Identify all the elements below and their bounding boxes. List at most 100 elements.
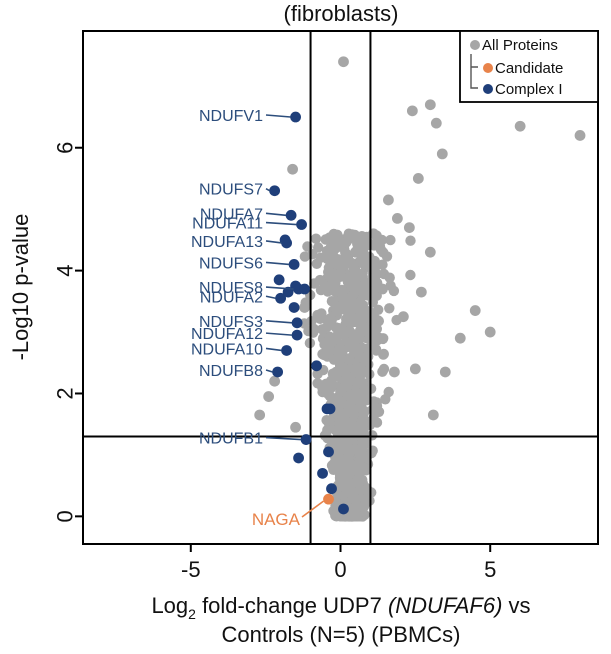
chart-title: (fibroblasts) <box>284 1 399 26</box>
complex-i-point <box>291 317 303 329</box>
complex-i-point <box>293 452 304 464</box>
legend-label-candidate: Candidate <box>495 60 563 77</box>
protein-point <box>327 278 338 289</box>
complex-i-point <box>338 503 349 515</box>
protein-point <box>344 354 355 366</box>
protein-point <box>344 468 355 479</box>
protein-point <box>321 415 332 426</box>
x-axis-label-subscript: 2 <box>188 606 196 622</box>
protein-point <box>342 235 353 246</box>
x-axis-label-line2: Controls (N=5) (PBMCs) <box>222 622 461 647</box>
protein-point <box>349 314 360 325</box>
protein-point <box>356 416 367 427</box>
complex-i-label: NDUFA11 <box>192 216 263 233</box>
label-leader-line <box>265 261 290 266</box>
complex-i-point <box>285 209 297 221</box>
complex-i-label: NDUFA7 <box>200 206 263 223</box>
protein-point <box>385 234 396 246</box>
protein-point <box>338 56 349 68</box>
protein-point <box>330 322 342 333</box>
protein-point <box>314 274 326 286</box>
label-leader-line <box>265 295 276 300</box>
complex-i-label: NDUFB1 <box>199 431 263 448</box>
complex-i-label: NDUFA13 <box>191 234 263 251</box>
label-leader-line <box>265 212 287 217</box>
protein-point <box>454 332 466 344</box>
label-leader-line <box>265 221 297 226</box>
protein-point <box>378 247 389 258</box>
protein-point <box>371 345 382 356</box>
label-leader-line <box>265 240 282 244</box>
protein-point <box>346 395 357 407</box>
protein-point <box>287 163 298 175</box>
protein-point <box>346 277 357 288</box>
protein-point <box>343 450 354 461</box>
protein-point <box>333 344 345 356</box>
x-axis-label: Log2 fold-change UDP7 (NDUFAF6) vs <box>151 593 530 622</box>
protein-point <box>340 408 351 419</box>
protein-point <box>377 283 388 295</box>
protein-point <box>371 417 383 428</box>
protein-point <box>374 332 385 344</box>
complex-i-point <box>326 483 337 495</box>
protein-point <box>340 415 351 426</box>
protein-point <box>341 313 352 325</box>
complex-i-point <box>291 329 303 341</box>
protein-point <box>328 250 339 261</box>
complex-i-point <box>279 234 291 246</box>
protein-point <box>310 233 322 244</box>
protein-point <box>354 456 365 467</box>
protein-point <box>333 423 344 434</box>
protein-point <box>409 363 421 375</box>
protein-point <box>349 336 360 347</box>
protein-point <box>334 302 345 313</box>
x-axis-label-italic: (NDUFAF6) <box>388 593 502 618</box>
protein-point <box>358 501 370 512</box>
complex-i-label: NDUFS7 <box>199 182 263 199</box>
legend-connector <box>470 54 478 89</box>
legend-label-complex-i: Complex I <box>495 81 563 98</box>
complex-i-point <box>288 259 300 270</box>
protein-point <box>335 267 346 278</box>
protein-point <box>406 105 418 117</box>
legend-marker-candidate <box>483 63 493 73</box>
x-tick-label: 0 <box>334 557 346 582</box>
protein-point <box>373 304 384 315</box>
protein-point <box>574 130 586 141</box>
legend-marker-complex-i <box>483 84 493 94</box>
legend: All Proteins Candidate Complex I <box>459 30 599 103</box>
protein-point <box>316 309 327 321</box>
protein-point <box>412 173 424 184</box>
protein-point <box>356 388 367 399</box>
label-leader-line <box>301 500 324 518</box>
protein-point <box>334 366 346 377</box>
x-axis-label-suffix: vs <box>502 593 530 618</box>
protein-point <box>357 300 369 311</box>
label-leader-line <box>265 320 293 324</box>
y-tick-label: 4 <box>53 264 78 276</box>
protein-point <box>339 375 351 386</box>
protein-point <box>263 391 275 402</box>
protein-point <box>384 272 395 283</box>
protein-point <box>366 315 377 327</box>
complex-i-point <box>323 446 334 458</box>
protein-point <box>316 324 328 335</box>
complex-i-point <box>290 111 301 123</box>
protein-point <box>329 239 340 250</box>
protein-point <box>333 394 344 405</box>
protein-point <box>415 286 427 298</box>
protein-point <box>326 314 337 326</box>
complex-i-point <box>288 302 300 313</box>
label-leader-line <box>265 286 294 290</box>
protein-point <box>469 305 481 316</box>
complex-i-label: NDUFA10 <box>191 341 263 358</box>
protein-point <box>299 302 310 313</box>
y-tick-label: 6 <box>53 142 78 154</box>
legend-marker-all-proteins <box>470 40 480 50</box>
protein-point <box>427 409 439 421</box>
protein-point <box>357 378 368 389</box>
protein-point <box>350 500 362 511</box>
complex-i-label: NDUFB8 <box>199 363 263 380</box>
protein-point <box>348 491 360 503</box>
label-leader-line <box>265 369 273 373</box>
